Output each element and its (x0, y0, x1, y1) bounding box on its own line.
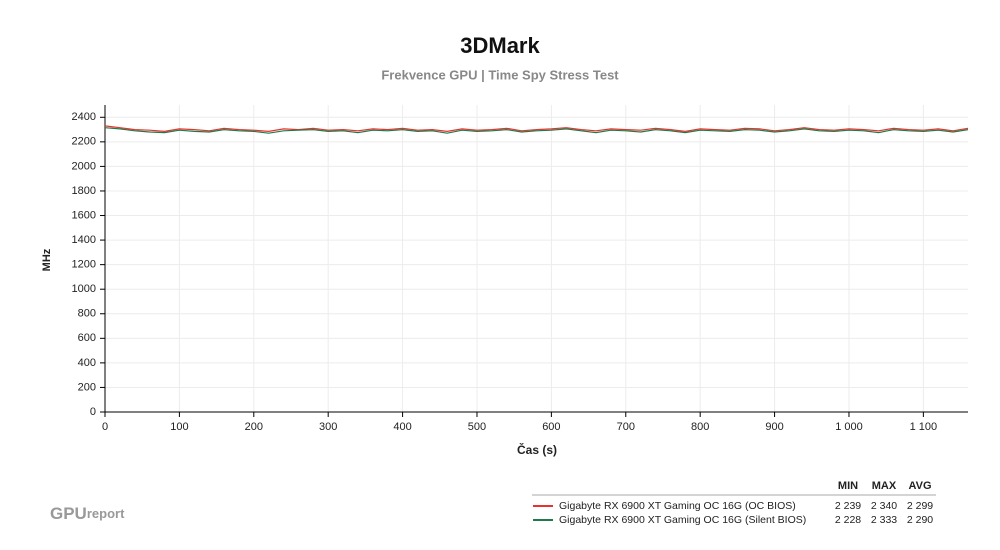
x-tick-label: 700 (617, 421, 635, 433)
y-tick-label: 1600 (72, 209, 96, 221)
y-axis-label: MHz (41, 248, 53, 271)
legend-header: MIN (838, 480, 858, 492)
y-tick-label: 800 (78, 308, 96, 320)
legend-label: Gigabyte RX 6900 XT Gaming OC 16G (Silen… (559, 514, 806, 526)
legend-stat: 2 299 (907, 500, 933, 512)
y-tick-label: 2200 (72, 136, 96, 148)
y-tick-label: 0 (90, 406, 96, 418)
legend-stat: 2 340 (871, 500, 897, 512)
y-tick-label: 2400 (72, 111, 96, 123)
x-tick-label: 200 (245, 421, 263, 433)
x-tick-label: 300 (319, 421, 337, 433)
series-line (104, 125, 969, 133)
y-tick-label: 400 (78, 357, 96, 369)
chart-subtitle: Frekvence GPU | Time Spy Stress Test (381, 67, 619, 82)
y-tick-label: 1000 (72, 283, 96, 295)
x-tick-label: 0 (102, 421, 108, 433)
legend-label: Gigabyte RX 6900 XT Gaming OC 16G (OC BI… (559, 500, 796, 512)
y-tick-label: 1200 (72, 259, 96, 271)
x-axis-label: Čas (s) (517, 442, 557, 457)
x-tick-label: 1 100 (910, 421, 938, 433)
y-tick-label: 1800 (72, 185, 96, 197)
x-tick-label: 500 (468, 421, 486, 433)
legend-stat: 2 228 (835, 514, 861, 526)
x-tick-label: 1 000 (835, 421, 863, 433)
y-tick-label: 1400 (72, 234, 96, 246)
logo: GPUreport (50, 504, 125, 523)
legend-stat: 2 239 (835, 500, 861, 512)
logo-sub: report (87, 506, 125, 521)
y-tick-label: 600 (78, 332, 96, 344)
x-tick-label: 100 (170, 421, 188, 433)
y-tick-label: 200 (78, 381, 96, 393)
legend-header: AVG (908, 480, 931, 492)
x-tick-label: 400 (393, 421, 411, 433)
legend-header: MAX (872, 480, 897, 492)
y-tick-label: 2000 (72, 160, 96, 172)
logo-main: GPU (50, 504, 87, 523)
series-line (104, 127, 969, 134)
legend-stat: 2 290 (907, 514, 933, 526)
chart-title: 3DMark (460, 33, 540, 58)
legend-stat: 2 333 (871, 514, 897, 526)
x-tick-label: 900 (765, 421, 783, 433)
x-tick-label: 600 (542, 421, 560, 433)
x-tick-label: 800 (691, 421, 709, 433)
